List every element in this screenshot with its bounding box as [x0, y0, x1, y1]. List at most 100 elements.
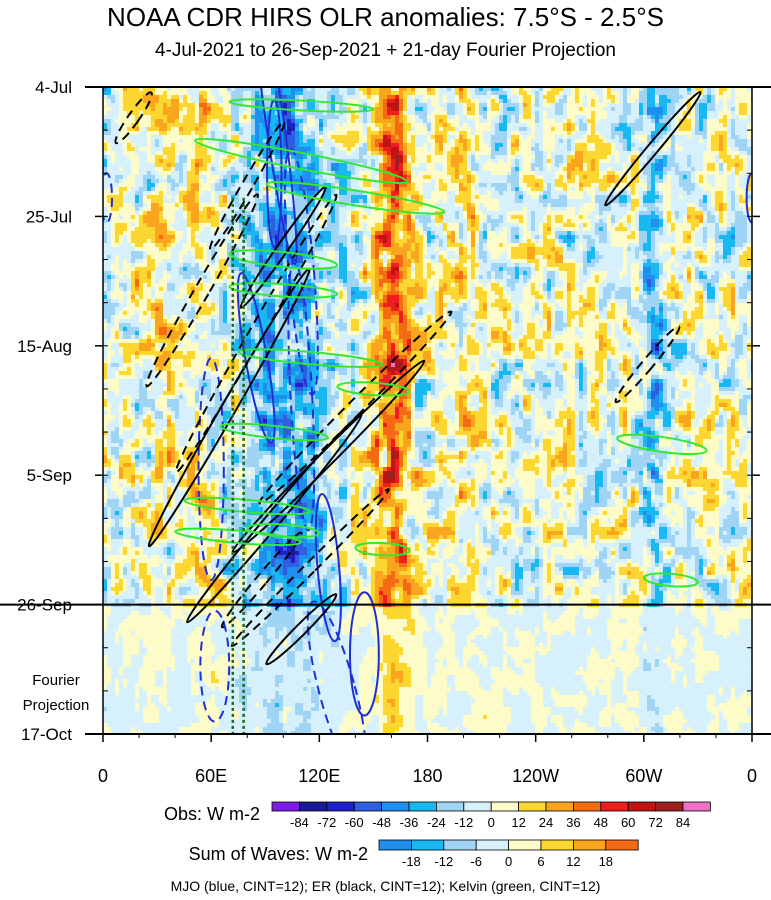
field-cell	[159, 195, 164, 200]
field-cell	[515, 179, 520, 184]
field-cell	[535, 107, 540, 112]
field-cell	[367, 159, 372, 164]
field-cell	[531, 107, 536, 112]
field-cell	[483, 155, 488, 160]
field-cell	[407, 183, 412, 188]
field-cell	[555, 191, 560, 196]
field-cell	[723, 99, 728, 104]
field-cell	[431, 99, 436, 104]
field-cell	[171, 107, 176, 112]
field-cell	[459, 111, 464, 116]
field-cell	[715, 171, 720, 176]
field-cell	[587, 183, 592, 188]
field-cell	[359, 171, 364, 176]
field-cell	[427, 195, 432, 200]
field-cell	[163, 115, 168, 120]
field-cell	[207, 195, 212, 200]
field-cell	[559, 151, 564, 156]
field-cell	[191, 127, 196, 132]
field-cell	[575, 179, 580, 184]
field-cell	[739, 155, 744, 160]
field-cell	[615, 111, 620, 116]
field-cell	[223, 203, 228, 208]
field-cell	[251, 91, 256, 96]
field-cell	[191, 187, 196, 192]
field-cell	[631, 199, 636, 204]
field-cell	[703, 167, 708, 172]
field-cell	[291, 131, 296, 136]
field-cell	[743, 175, 748, 180]
field-cell	[179, 91, 184, 96]
field-cell	[115, 167, 120, 172]
field-cell	[731, 187, 736, 192]
field-cell	[179, 155, 184, 160]
field-cell	[579, 151, 584, 156]
field-cell	[475, 191, 480, 196]
field-cell	[615, 167, 620, 172]
field-cell	[431, 191, 436, 196]
field-cell	[575, 127, 580, 132]
field-cell	[179, 111, 184, 116]
field-cell	[531, 119, 536, 124]
field-cell	[419, 123, 424, 128]
field-cell	[483, 147, 488, 152]
field-cell	[191, 147, 196, 152]
field-cell	[111, 159, 116, 164]
field-cell	[175, 131, 180, 136]
field-cell	[307, 191, 312, 196]
olr-anomaly-field	[103, 87, 756, 736]
field-cell	[203, 195, 208, 200]
field-cell	[515, 163, 520, 168]
field-cell	[383, 115, 388, 120]
field-cell	[471, 143, 476, 148]
field-cell	[251, 135, 256, 140]
field-cell	[123, 155, 128, 160]
field-cell	[563, 187, 568, 192]
field-cell	[439, 191, 444, 196]
field-cell	[651, 167, 656, 172]
field-cell	[447, 127, 452, 132]
field-cell	[739, 91, 744, 96]
field-cell	[231, 179, 236, 184]
field-cell	[147, 143, 152, 148]
field-cell	[127, 147, 132, 152]
field-cell	[255, 115, 260, 120]
field-cell	[123, 195, 128, 200]
field-cell	[571, 179, 576, 184]
field-cell	[291, 91, 296, 96]
field-cell	[571, 115, 576, 120]
field-cell	[147, 163, 152, 168]
field-cell	[395, 199, 400, 204]
field-cell	[419, 119, 424, 124]
field-cell	[375, 139, 380, 144]
field-cell	[219, 167, 224, 172]
field-cell	[131, 195, 136, 200]
field-cell	[503, 199, 508, 204]
field-cell	[291, 119, 296, 124]
field-cell	[435, 183, 440, 188]
field-cell	[223, 183, 228, 188]
field-cell	[399, 191, 404, 196]
field-cell	[635, 199, 640, 204]
field-cell	[635, 127, 640, 132]
field-cell	[607, 155, 612, 160]
field-cell	[199, 163, 204, 168]
field-cell	[171, 143, 176, 148]
field-cell	[239, 159, 244, 164]
field-cell	[415, 107, 420, 112]
field-cell	[411, 131, 416, 136]
field-cell	[531, 115, 536, 120]
field-cell	[371, 99, 376, 104]
field-cell	[615, 135, 620, 140]
field-cell	[727, 95, 732, 100]
field-cell	[547, 171, 552, 176]
field-cell	[647, 151, 652, 156]
field-cell	[147, 123, 152, 128]
field-cell	[443, 103, 448, 108]
field-cell	[175, 195, 180, 200]
field-cell	[391, 191, 396, 196]
field-cell	[391, 147, 396, 152]
field-cell	[551, 151, 556, 156]
field-cell	[327, 131, 332, 136]
field-cell	[571, 91, 576, 96]
